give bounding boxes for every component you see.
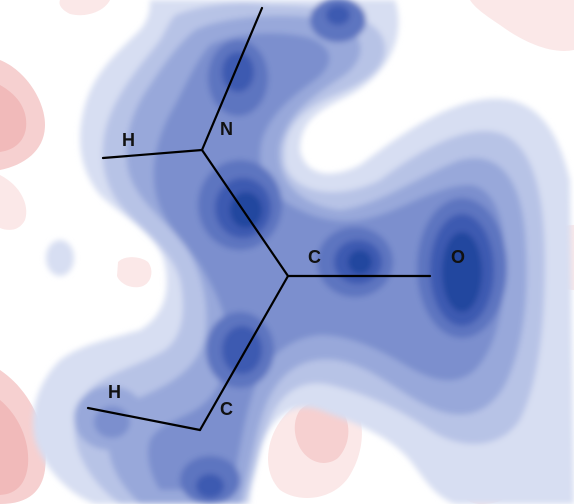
atom-label-h-upper: H [122,130,135,150]
core-bottom-inner [196,474,224,498]
atom-label-o: O [451,247,465,267]
blue-blob-far-left [46,240,74,276]
atom-label-h-lower: H [108,382,121,402]
core-o-inner [442,232,482,312]
core-n-inner [222,52,254,92]
core-top-right-inner [326,5,350,25]
core-c-center-inner [348,250,372,274]
atom-label-n: N [220,119,233,139]
atom-label-c-lower: C [220,399,233,419]
atom-label-c-center: C [308,247,321,267]
